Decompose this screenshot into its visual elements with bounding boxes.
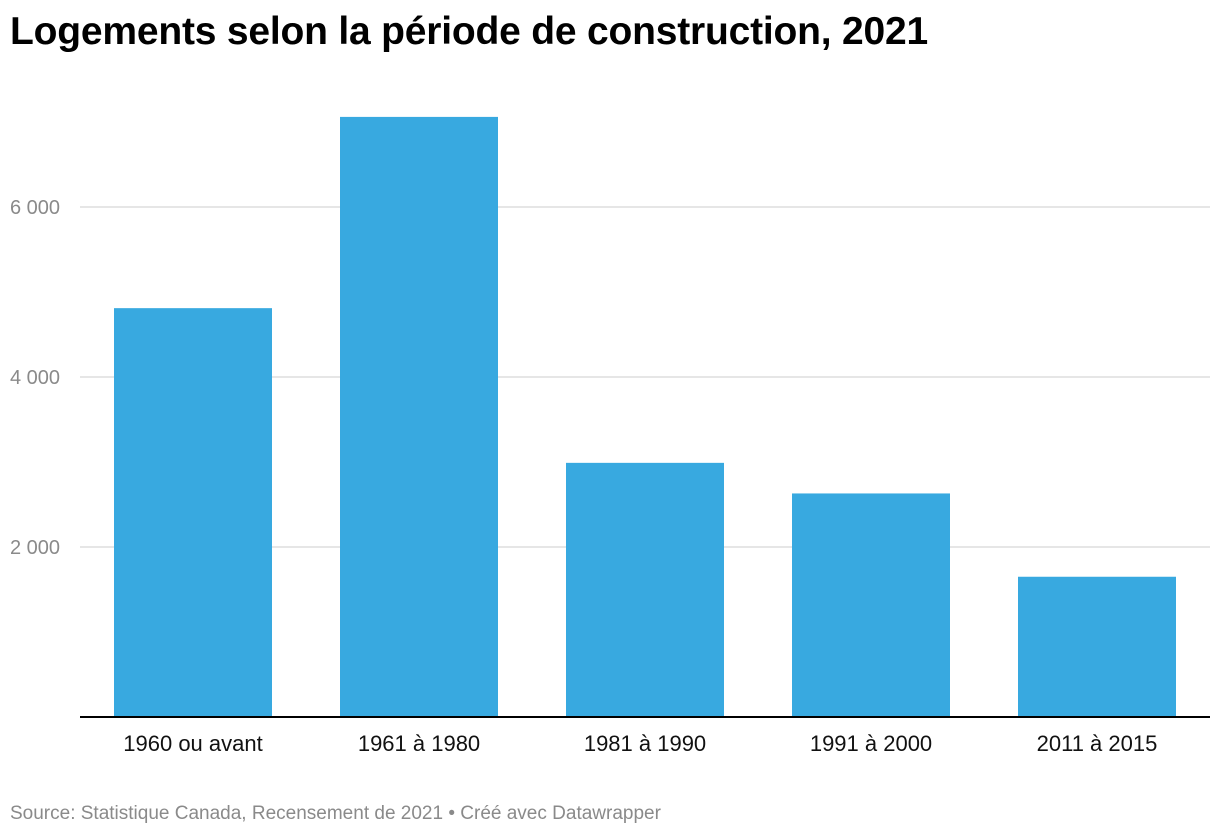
- source-note: Source: Statistique Canada, Recensement …: [10, 803, 444, 824]
- footer-separator: •: [443, 803, 461, 824]
- x-tick-label: 1991 à 2000: [810, 731, 932, 756]
- y-tick-label: 2 000: [10, 537, 60, 559]
- bar: [340, 116, 498, 717]
- bar: [114, 308, 272, 717]
- bar: [566, 462, 724, 717]
- chart-title: Logements selon la période de constructi…: [10, 10, 928, 53]
- bar: [792, 493, 950, 717]
- x-tick-label: 1961 à 1980: [358, 731, 480, 756]
- x-tick-label: 2011 à 2015: [1037, 731, 1158, 756]
- chart-footer: Source: Statistique Canada, Recensement …: [10, 803, 661, 825]
- credit-note: Créé avec Datawrapper: [460, 803, 661, 824]
- y-tick-label: 6 000: [10, 197, 60, 219]
- bar: [1018, 576, 1176, 717]
- x-tick-label: 1981 à 1990: [584, 731, 706, 756]
- y-tick-label: 4 000: [10, 367, 60, 389]
- x-tick-label: 1960 ou avant: [123, 731, 262, 756]
